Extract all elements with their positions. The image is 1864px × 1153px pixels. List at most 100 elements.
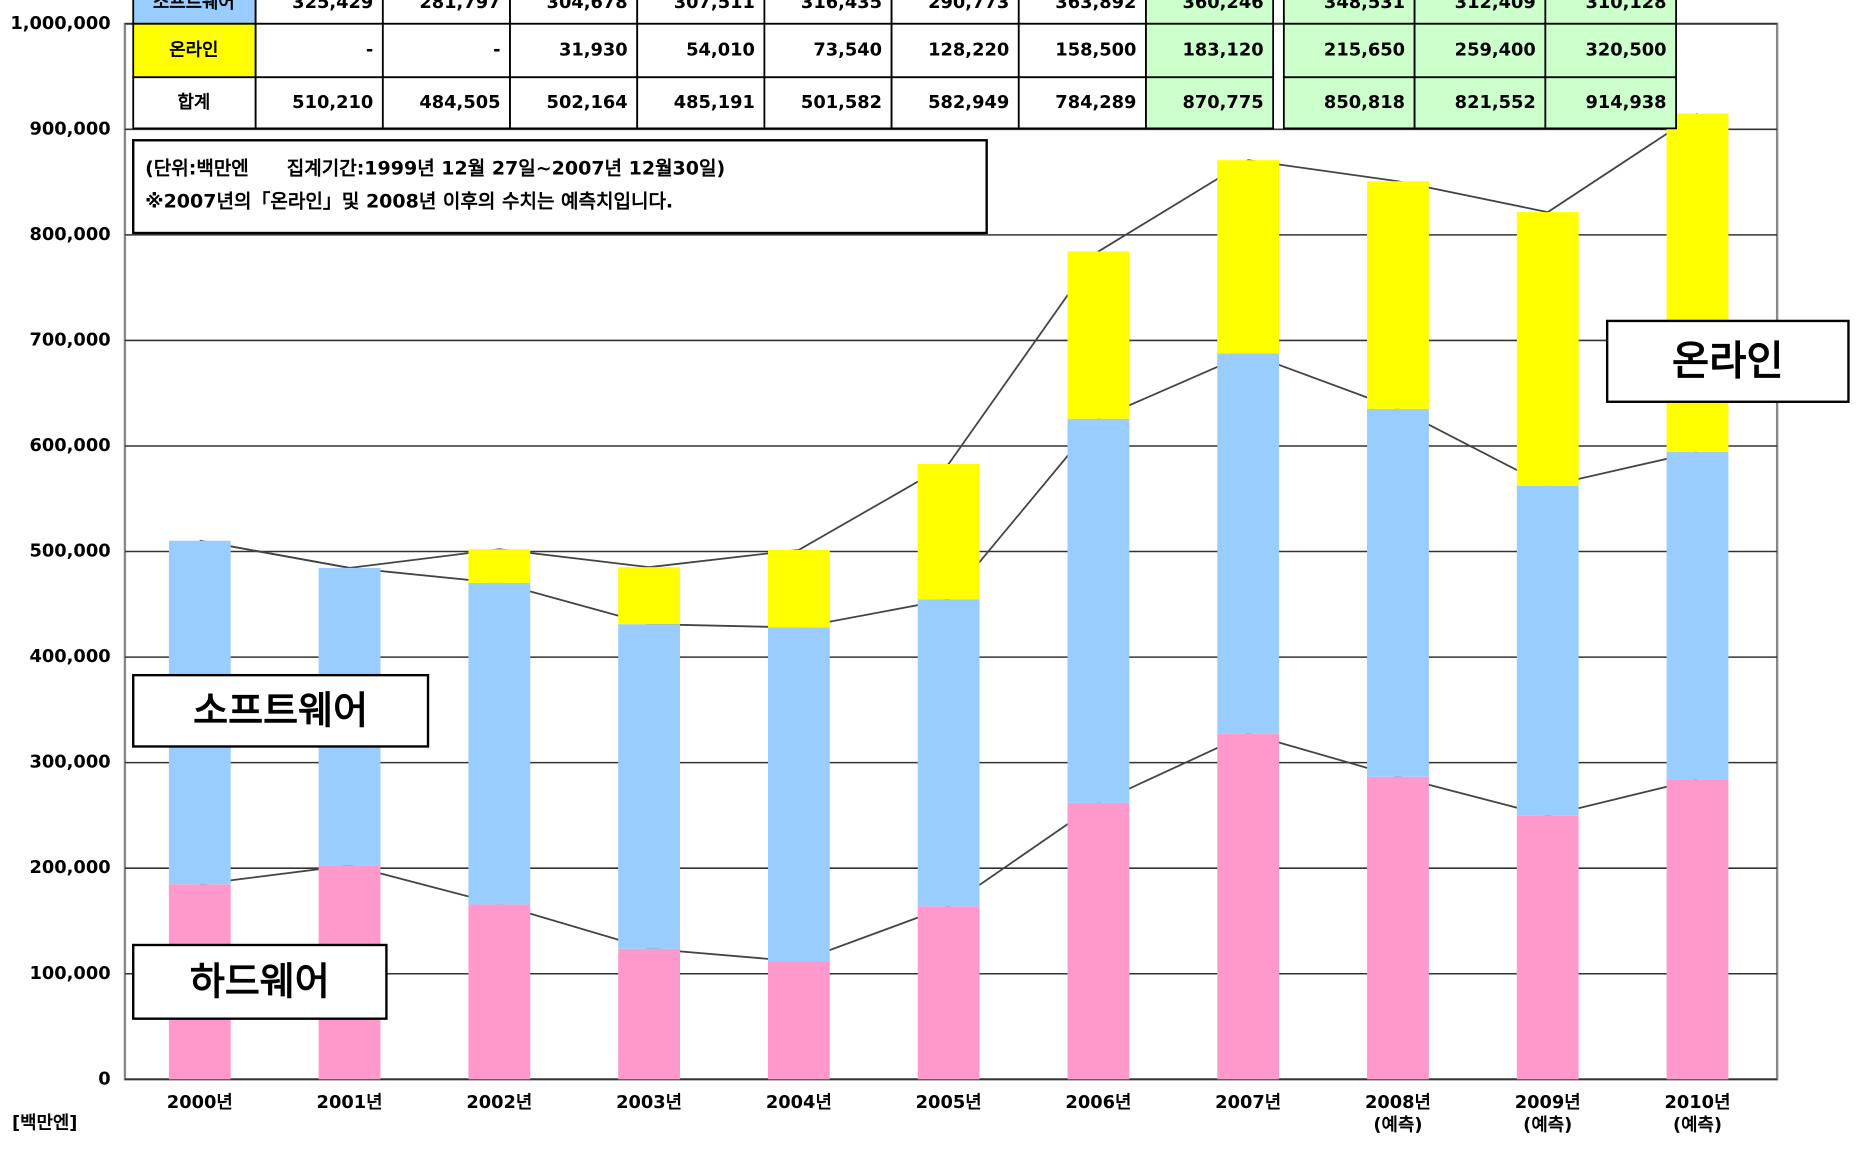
table-value: 320,500 bbox=[1585, 40, 1666, 61]
table-row-label: 온라인 bbox=[169, 40, 218, 61]
table-cell bbox=[890, 22, 1020, 79]
bar-segment bbox=[917, 906, 980, 1080]
table-value: 312,409 bbox=[1455, 0, 1536, 13]
table-value: 215,650 bbox=[1324, 40, 1405, 61]
bar-segment bbox=[1666, 451, 1729, 780]
bar-segment bbox=[767, 627, 830, 962]
bar-segment bbox=[1067, 251, 1130, 419]
bar-segment bbox=[767, 549, 830, 628]
y-tick-label: 700,000 bbox=[29, 329, 110, 350]
table-value: 281,797 bbox=[419, 0, 500, 13]
table-value: 510,210 bbox=[292, 92, 373, 113]
table-cell bbox=[1544, 76, 1677, 130]
table-value: 54,010 bbox=[686, 40, 755, 61]
bar-segment bbox=[618, 948, 681, 1080]
table-row-label-cell bbox=[132, 76, 257, 130]
y-tick-label: 400,000 bbox=[29, 646, 110, 667]
bar-segment bbox=[1067, 802, 1130, 1080]
table-value: - bbox=[366, 40, 373, 61]
series-label: 온라인 bbox=[1672, 337, 1784, 385]
x-tick-label: 2000년 bbox=[167, 1092, 233, 1113]
table-cell bbox=[1282, 22, 1416, 79]
table-row-label: 합계 bbox=[177, 91, 210, 113]
table-value: 914,938 bbox=[1585, 92, 1666, 113]
table-cell bbox=[1145, 76, 1275, 130]
table-cell bbox=[1544, 22, 1677, 79]
table-value: 870,775 bbox=[1182, 92, 1263, 113]
table-cell bbox=[1413, 22, 1547, 79]
table-value: 821,552 bbox=[1455, 92, 1536, 113]
table-value: 304,678 bbox=[547, 0, 628, 13]
bar-segment bbox=[1217, 353, 1280, 734]
table-cell bbox=[1017, 22, 1147, 79]
x-tick-note: (예측) bbox=[1523, 1115, 1572, 1136]
bar-segment bbox=[1367, 408, 1429, 777]
table-value: 73,540 bbox=[813, 40, 882, 61]
table-value: 485,191 bbox=[674, 92, 755, 113]
bar-segment bbox=[468, 904, 531, 1080]
bar-segment bbox=[767, 961, 830, 1080]
table-value: 363,892 bbox=[1055, 0, 1136, 13]
x-tick-label: 2005년 bbox=[916, 1092, 982, 1113]
x-tick-note: (예측) bbox=[1373, 1115, 1422, 1136]
y-tick-label: 200,000 bbox=[29, 857, 110, 878]
bar-segment bbox=[1217, 733, 1280, 1080]
table-cell bbox=[763, 76, 893, 130]
bar-segment bbox=[1067, 418, 1130, 803]
table-cell bbox=[636, 22, 766, 79]
y-tick-label: 500,000 bbox=[29, 541, 110, 562]
table-value: 290,773 bbox=[928, 0, 1009, 13]
table-value: 31,930 bbox=[559, 40, 628, 61]
bar-segment bbox=[468, 582, 531, 905]
bar-segment bbox=[1516, 815, 1579, 1080]
table-value: 307,511 bbox=[674, 0, 755, 13]
x-tick-label: 2010년 bbox=[1665, 1092, 1731, 1113]
x-tick-label: 2006년 bbox=[1065, 1092, 1131, 1113]
y-tick-label: 1,000,000 bbox=[10, 13, 110, 34]
table-value: 850,818 bbox=[1324, 92, 1405, 113]
table-cell bbox=[509, 76, 639, 130]
x-tick-label: 2007년 bbox=[1215, 1092, 1281, 1113]
bar-segment bbox=[1367, 776, 1429, 1080]
x-tick-label: 2008년 bbox=[1365, 1092, 1431, 1113]
series-label-box bbox=[132, 673, 430, 748]
series-label: 소프트웨어 bbox=[193, 689, 368, 733]
bar-segment bbox=[618, 624, 681, 949]
bar-segment bbox=[1516, 485, 1579, 816]
table-value: 502,164 bbox=[547, 92, 628, 113]
table-cell bbox=[509, 22, 639, 79]
x-tick-label: 2004년 bbox=[766, 1092, 832, 1113]
series-label: 하드웨어 bbox=[190, 960, 330, 1004]
y-tick-label: 300,000 bbox=[29, 752, 110, 773]
total-line bbox=[199, 112, 1698, 569]
table-value: 310,128 bbox=[1585, 0, 1666, 13]
x-tick-label: 2001년 bbox=[317, 1092, 383, 1113]
bar-segment bbox=[917, 599, 980, 907]
table-cell bbox=[1017, 76, 1147, 130]
table-value: 158,500 bbox=[1055, 40, 1136, 61]
bar-segment bbox=[1367, 181, 1429, 409]
table-value: 501,582 bbox=[801, 92, 882, 113]
table-cell bbox=[890, 76, 1020, 130]
x-tick-label: 2002년 bbox=[466, 1092, 532, 1113]
table-cell bbox=[254, 22, 384, 79]
x-tick-note: (예측) bbox=[1673, 1115, 1722, 1136]
series-label-box bbox=[1605, 319, 1850, 403]
annotation: ※2007년의「온라인」및 2008년 이후의 수치는 예측치입니다. bbox=[145, 190, 673, 213]
bar-segment bbox=[1217, 160, 1280, 354]
y-tick-label: 100,000 bbox=[29, 963, 110, 984]
y-tick-label: 600,000 bbox=[29, 435, 110, 456]
table-cell bbox=[1282, 76, 1416, 130]
y-tick-label: 800,000 bbox=[29, 224, 110, 245]
table-value: 316,435 bbox=[801, 0, 882, 13]
table-row-label-cell bbox=[132, 22, 257, 79]
table-value: 128,220 bbox=[928, 40, 1009, 61]
bar-segment bbox=[468, 549, 531, 583]
annotation: (단위:백만엔 집계기간:1999년 12월 27일~2007년 12월30일) bbox=[145, 157, 725, 179]
annotation-box bbox=[132, 139, 988, 235]
table-cell bbox=[254, 76, 384, 130]
y-unit: [백만엔] bbox=[12, 1112, 77, 1133]
x-tick-label: 2003년 bbox=[616, 1092, 682, 1113]
bar-segment bbox=[618, 567, 681, 625]
